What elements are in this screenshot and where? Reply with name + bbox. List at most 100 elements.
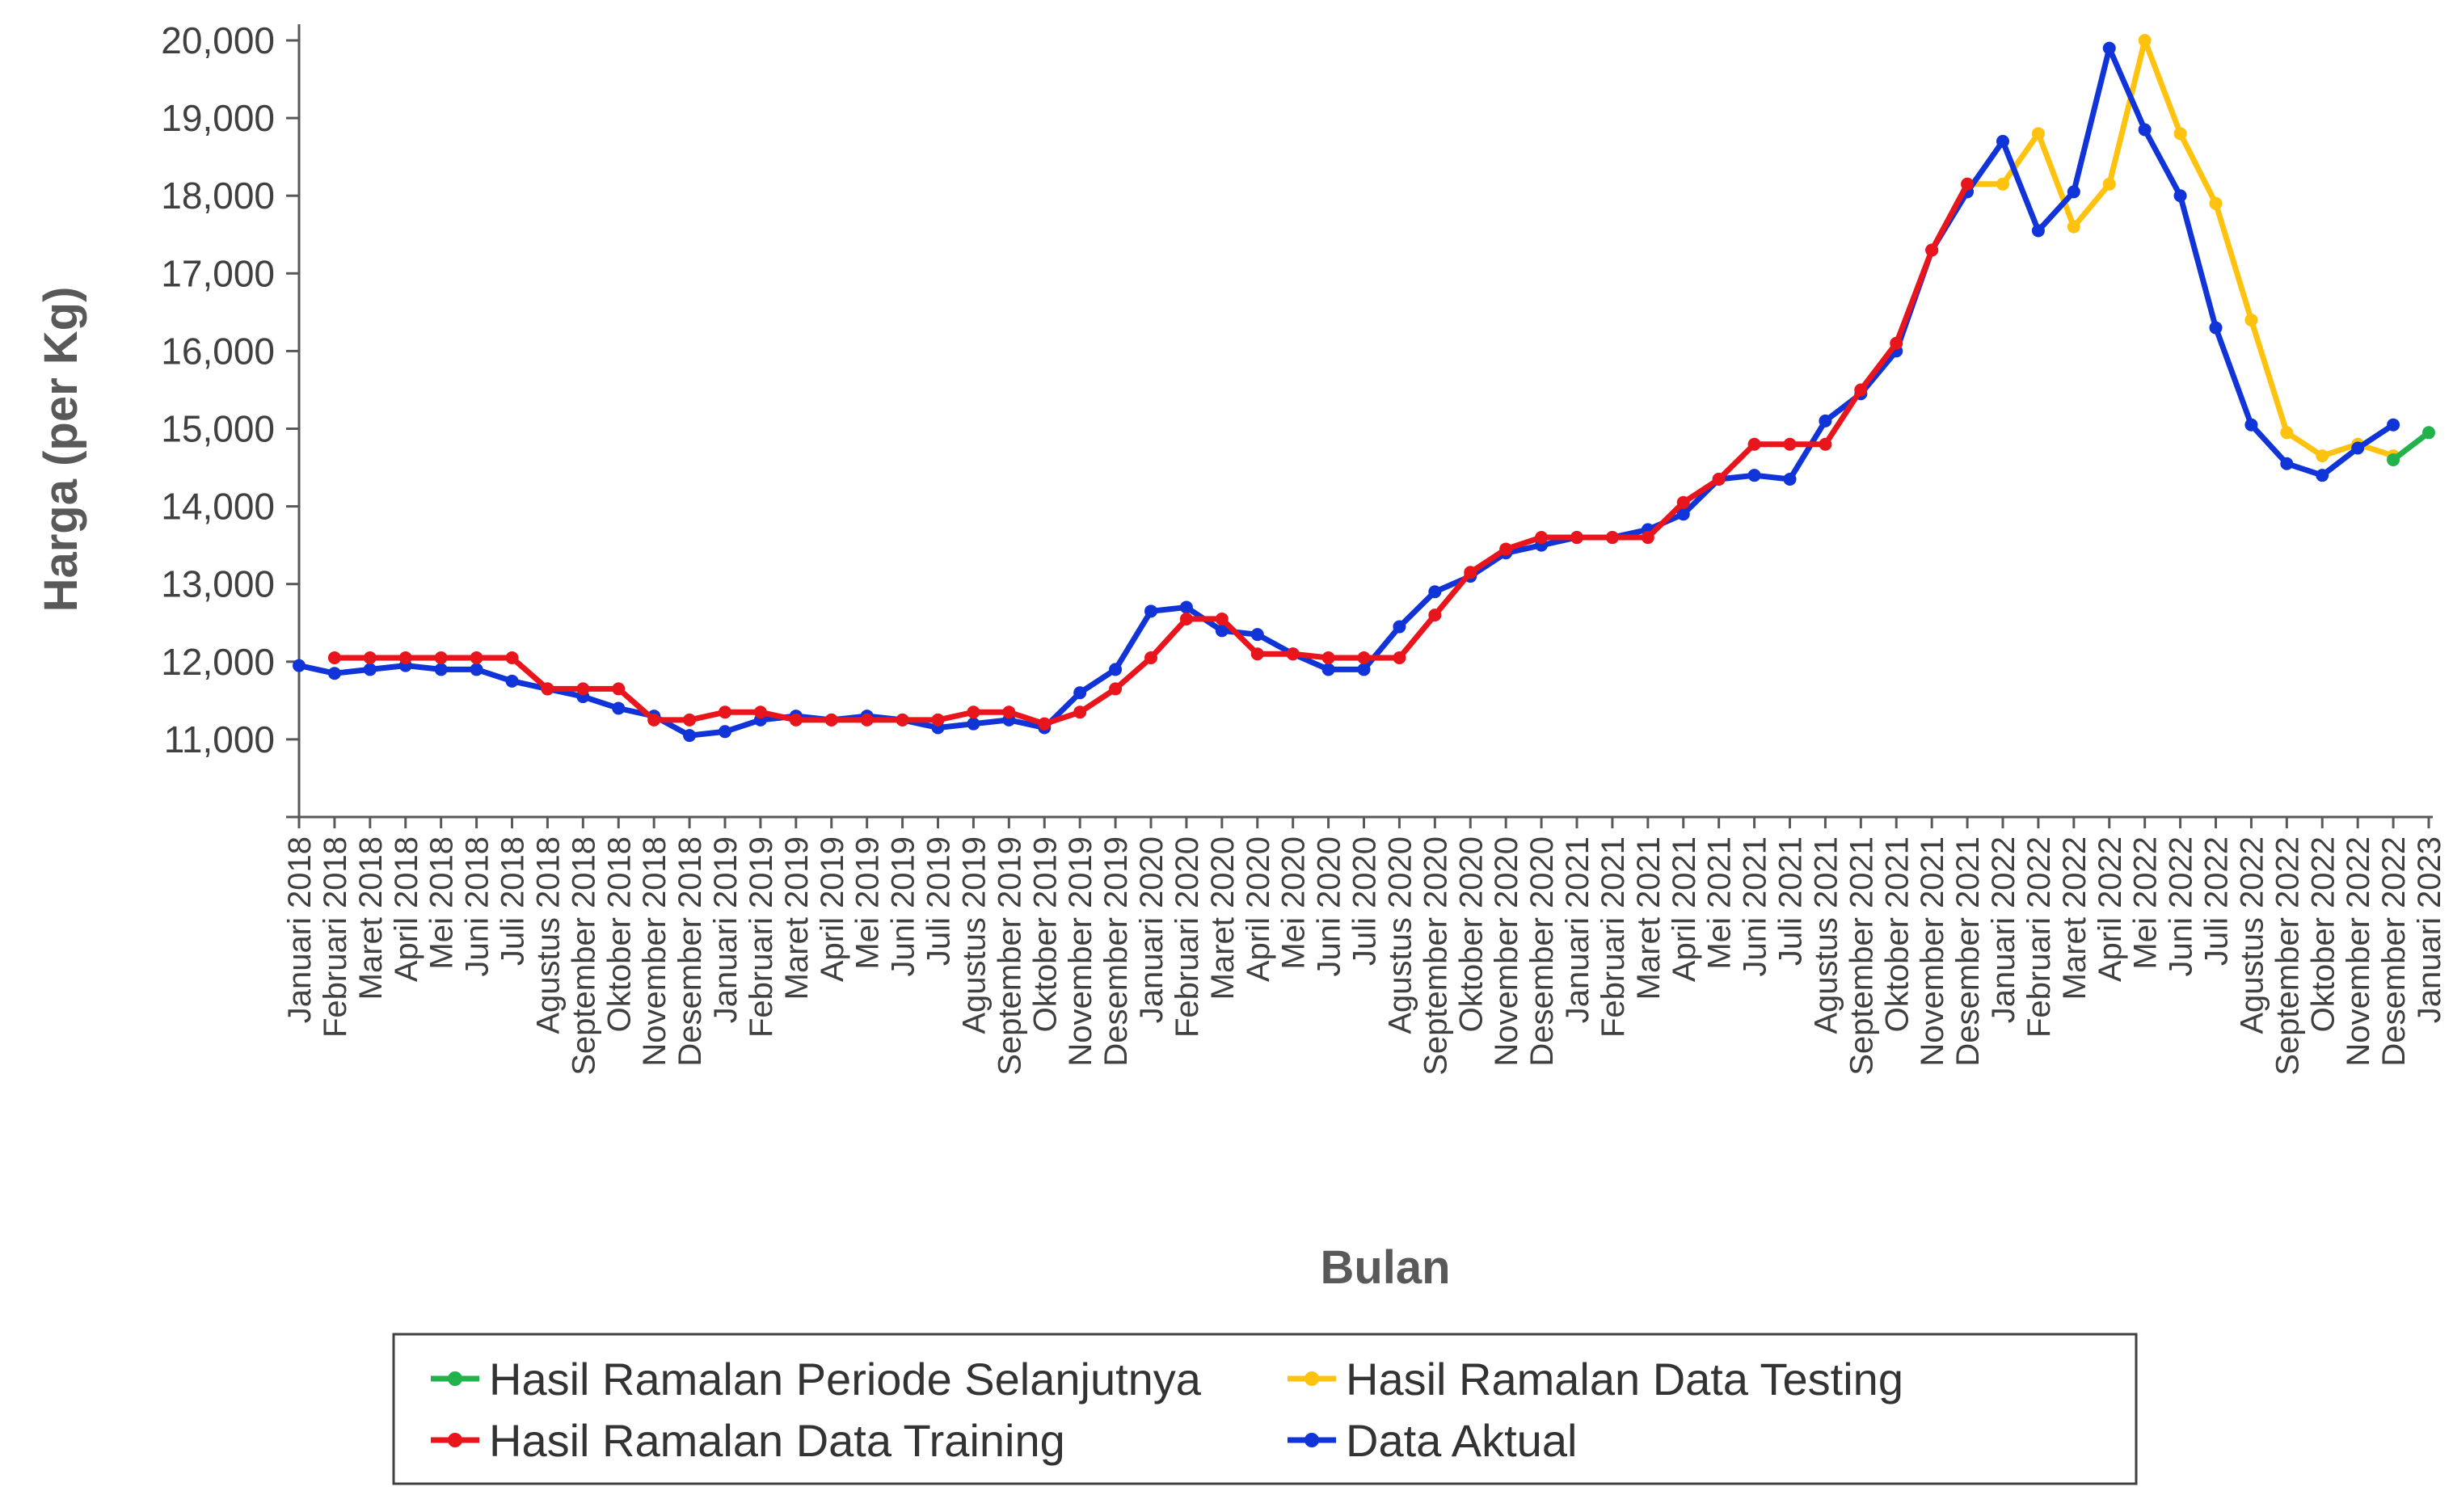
x-tick-label: November 2022 [2341,836,2376,1067]
data-point [1357,651,1371,664]
y-tick-label: 18,000 [161,175,275,217]
x-tick-label: Juli 2021 [1773,836,1809,966]
data-point [363,663,377,676]
x-tick-label: Februari 2021 [1595,836,1631,1038]
x-tick-label: Januari 2018 [282,836,318,1023]
data-point [1393,651,1406,664]
data-point [1428,609,1442,622]
x-tick-label: Desember 2022 [2376,836,2412,1067]
data-point [2387,453,2400,466]
legend: Hasil Ramalan Periode Selanjutnya Hasil R… [392,1333,2138,1485]
data-point [1783,437,1797,451]
data-point [896,713,909,727]
data-point [363,651,377,664]
x-tick-label: Juni 2019 [886,836,921,976]
data-point [541,682,554,696]
x-tick-label: April 2018 [389,836,424,982]
data-point [2138,123,2152,137]
data-point [1073,686,1087,700]
data-point [1357,663,1371,676]
x-tick-label: Januari 2020 [1134,836,1170,1023]
data-point [967,705,980,719]
data-point [1250,647,1264,661]
data-point [1179,600,1193,614]
data-point [967,717,980,731]
x-tick-label: April 2020 [1241,836,1276,982]
data-point [683,729,697,743]
y-tick-label: 13,000 [161,563,275,605]
data-point [2102,177,2116,191]
data-point [2173,189,2187,203]
data-point [327,651,341,664]
data-point [2173,127,2187,141]
data-point [2244,418,2258,432]
data-point [1890,336,1903,350]
data-point [1002,705,1016,719]
data-point [327,667,341,680]
x-tick-label: Januari 2022 [1986,836,2021,1023]
data-point [2031,224,2045,238]
x-tick-label: Februari 2022 [2021,836,2057,1038]
x-tick-label: Juni 2021 [1738,836,1773,976]
data-point [1393,620,1406,634]
series-line-hasil-ramalan-periode-selanjutnya [2390,429,2432,463]
x-axis-title: Bulan [1320,1241,1450,1294]
series-layer [293,34,2435,743]
series-hasil-ramalan-periode-selanjutnya [2387,426,2435,466]
y-tick-label: 17,000 [161,252,275,294]
x-tick-label: Juni 2020 [1312,836,1347,976]
data-point [1215,624,1229,638]
y-tick-label: 12,000 [161,641,275,683]
x-tick-label: Mei 2018 [424,836,460,970]
data-point [1144,604,1157,618]
data-point [2280,426,2294,440]
legend-swatch-marker [448,1371,462,1386]
data-point [612,701,626,715]
legend-item-hasil-ramalan-periode-selanjutnya: Hasil Ramalan Periode Selanjutnya [431,1354,1202,1405]
data-point [1996,134,2009,148]
x-axis: Januari 2018 Februari 2018 Maret 2018 April… [282,815,2447,1076]
y-tick-label: 16,000 [161,330,275,372]
x-tick-label: Oktober 2018 [601,836,637,1032]
data-point [505,674,519,688]
x-tick-label: Juli 2019 [921,836,957,966]
legend-label: Hasil Ramalan Data Testing [1346,1354,1903,1405]
legend-item-data-aktual: Data Aktual [1288,1415,1577,1466]
legend-swatch-marker [448,1433,462,1447]
x-tick-label: Oktober 2021 [1879,836,1915,1032]
legend-box [392,1333,2138,1485]
x-tick-label: Mei 2021 [1702,836,1738,970]
y-tick-label: 20,000 [161,19,275,61]
x-tick-label: Maret 2019 [779,836,815,1000]
x-tick-label: Desember 2018 [672,836,708,1067]
data-point [1605,531,1619,545]
x-tick-label: Januari 2021 [1560,836,1595,1023]
x-tick-label: September 2020 [1418,836,1453,1076]
data-point [824,713,838,727]
x-tick-label: November 2021 [1915,836,1950,1067]
data-point [1641,531,1654,545]
x-tick-label: Juli 2022 [2199,836,2235,966]
data-point [434,663,448,676]
x-tick-label: September 2018 [566,836,601,1076]
data-point [2209,196,2223,210]
x-tick-label: September 2022 [2270,836,2305,1076]
data-point [2102,41,2116,55]
x-tick-label: Oktober 2022 [2305,836,2341,1032]
data-point [1676,495,1690,509]
data-point [753,705,767,719]
data-point [1819,414,1832,427]
legend-item-hasil-ramalan-data-training: Hasil Ramalan Data Training [431,1415,1065,1466]
x-tick-label: Juni 2022 [2164,836,2199,976]
data-point [1535,531,1549,545]
data-point [1109,682,1123,696]
data-point [719,725,731,739]
data-point [2067,220,2080,234]
x-tick-label: Agustus 2018 [530,836,566,1034]
data-point [434,651,448,664]
data-point [719,705,731,719]
x-tick-label: Maret 2021 [1631,836,1667,1000]
x-tick-label: September 2019 [992,836,1027,1076]
data-point [398,651,412,664]
data-point [293,659,306,672]
